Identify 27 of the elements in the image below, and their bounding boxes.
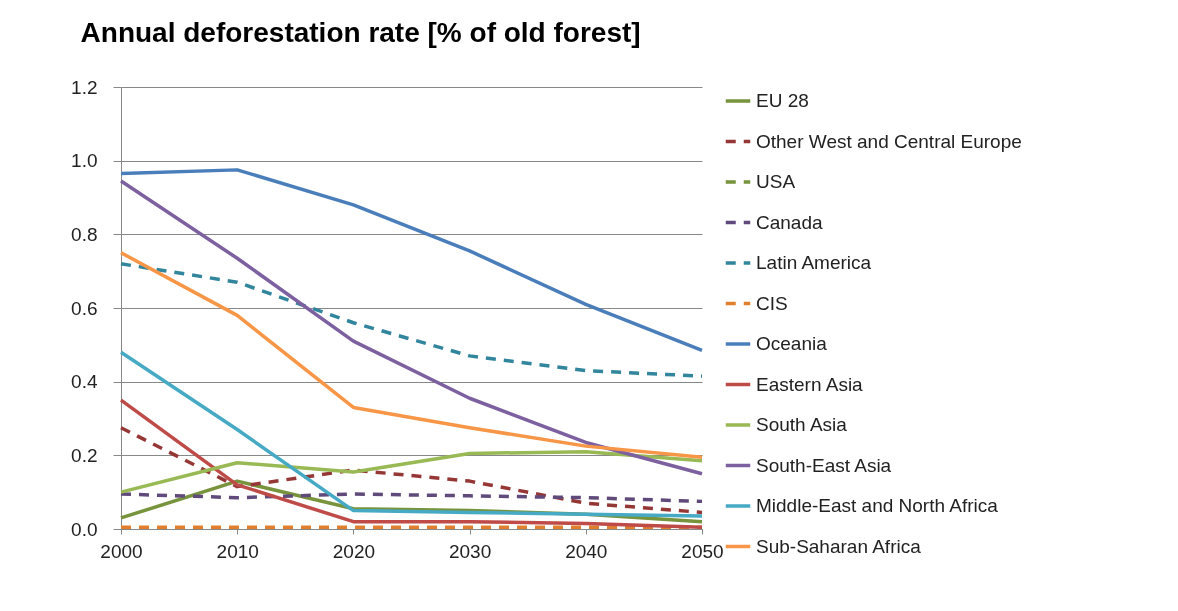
y-tick-label: 0.6 <box>71 297 98 319</box>
legend-label: USA <box>756 171 796 192</box>
x-tick-label: 2030 <box>448 540 492 562</box>
legend-label: Canada <box>756 211 823 233</box>
legend-label: EU 28 <box>756 90 809 111</box>
x-tick-label: 2040 <box>565 540 608 562</box>
legend-label: CIS <box>756 292 788 314</box>
legend-label: Other West and Central Europe <box>756 130 1022 152</box>
legend-label: Eastern Asia <box>756 373 864 395</box>
x-tick-label: 2020 <box>332 540 376 562</box>
y-tick-label: 0.2 <box>71 444 98 466</box>
legend-label: South-East Asia <box>756 454 892 476</box>
chart-title: Annual deforestation rate [% of old forest] <box>80 17 641 48</box>
y-tick-label: 0.0 <box>71 518 98 540</box>
x-tick-label: 2050 <box>681 540 724 562</box>
legend-label: Sub-Saharan Africa <box>756 535 922 557</box>
x-tick-label: 2000 <box>100 540 143 562</box>
legend-label: Latin America <box>756 252 872 273</box>
y-tick-label: 1.0 <box>71 150 98 172</box>
legend-label: Middle-East and North Africa <box>756 495 999 516</box>
x-tick-label: 2010 <box>216 540 259 562</box>
line-series <box>119 492 704 504</box>
legend-label: Oceania <box>756 333 828 354</box>
y-tick-label: 0.8 <box>71 223 98 245</box>
legend-label: South Asia <box>756 414 848 435</box>
y-tick-label: 1.2 <box>71 76 98 98</box>
y-tick-label: 0.4 <box>71 371 98 393</box>
